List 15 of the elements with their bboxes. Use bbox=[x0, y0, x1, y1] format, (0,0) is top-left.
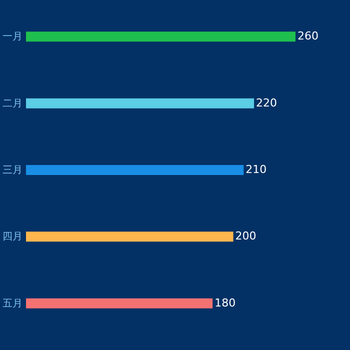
data-label: 210 bbox=[246, 163, 267, 176]
bar bbox=[26, 232, 234, 242]
data-label: 200 bbox=[235, 230, 256, 243]
bar bbox=[26, 98, 254, 108]
y-tick-label: 五月 bbox=[2, 298, 22, 310]
bar bbox=[26, 32, 296, 42]
data-label: 260 bbox=[297, 30, 318, 43]
bar bbox=[26, 165, 244, 175]
y-tick-label: 三月 bbox=[2, 165, 22, 176]
bar bbox=[26, 298, 213, 308]
y-tick-label: 二月 bbox=[2, 98, 22, 110]
y-tick-label: 一月 bbox=[2, 32, 22, 43]
y-tick-label: 四月 bbox=[2, 232, 22, 243]
data-label: 180 bbox=[214, 296, 236, 310]
data-label: 220 bbox=[256, 96, 278, 110]
